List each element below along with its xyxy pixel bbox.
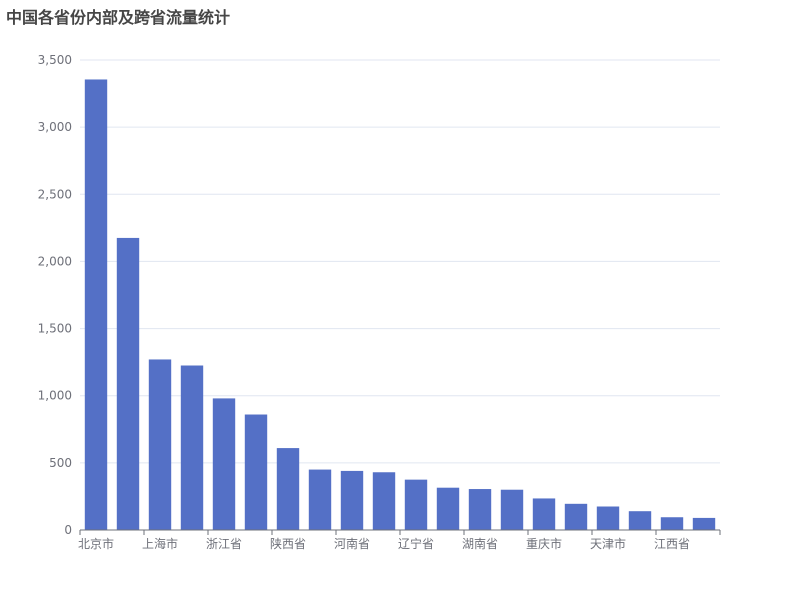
y-tick-label: 3,500 bbox=[38, 53, 72, 67]
x-axis-tick-labels: 北京市 上海市 浙江省 陕西省 河南省 辽宁省 湖南省 重庆市 天津市 江西省 bbox=[78, 536, 690, 551]
bar[interactable] bbox=[532, 498, 556, 530]
x-tick-label: 北京市 bbox=[78, 536, 114, 551]
bar[interactable] bbox=[660, 517, 684, 530]
bar[interactable] bbox=[180, 365, 204, 531]
bar[interactable] bbox=[436, 487, 460, 530]
bar[interactable] bbox=[340, 470, 364, 530]
x-tick-label: 江西省 bbox=[654, 537, 690, 551]
x-tick-label: 湖南省 bbox=[462, 536, 498, 551]
y-tick-label: 1,500 bbox=[38, 322, 72, 336]
bar[interactable] bbox=[308, 469, 332, 530]
bar[interactable] bbox=[372, 472, 396, 530]
x-axis bbox=[79, 529, 721, 535]
bar[interactable] bbox=[244, 414, 268, 530]
bar[interactable] bbox=[116, 237, 140, 530]
y-tick-label: 500 bbox=[49, 456, 72, 470]
bar[interactable] bbox=[148, 359, 172, 530]
x-tick-label: 浙江省 bbox=[206, 537, 242, 551]
x-tick-label: 陕西省 bbox=[270, 536, 306, 551]
y-tick-label: 2,000 bbox=[38, 254, 72, 268]
bar[interactable] bbox=[276, 448, 300, 530]
y-tick-label: 2,500 bbox=[38, 187, 72, 201]
y-tick-label: 1,000 bbox=[38, 389, 72, 403]
bars bbox=[84, 79, 716, 531]
x-tick-label: 上海市 bbox=[142, 536, 178, 551]
x-tick-label: 辽宁省 bbox=[398, 536, 434, 551]
bar[interactable] bbox=[692, 517, 716, 530]
y-axis-tick-labels: 0 500 1,000 1,500 2,000 2,500 3,000 3,500 bbox=[38, 53, 72, 537]
x-tick-label: 重庆市 bbox=[526, 536, 562, 551]
chart-title: 中国各省份内部及跨省流量统计 bbox=[6, 8, 231, 27]
bar[interactable] bbox=[84, 79, 108, 530]
y-tick-label: 0 bbox=[64, 523, 72, 537]
bar[interactable] bbox=[628, 511, 652, 530]
gridlines bbox=[80, 59, 720, 464]
x-tick-label: 河南省 bbox=[334, 536, 370, 551]
x-tick-label: 天津市 bbox=[590, 536, 626, 551]
y-tick-label: 3,000 bbox=[38, 120, 72, 134]
bar[interactable] bbox=[596, 506, 620, 531]
bar[interactable] bbox=[564, 503, 588, 530]
bar[interactable] bbox=[468, 489, 492, 530]
bar[interactable] bbox=[404, 479, 428, 530]
bar[interactable] bbox=[212, 398, 236, 530]
bar[interactable] bbox=[500, 489, 524, 530]
